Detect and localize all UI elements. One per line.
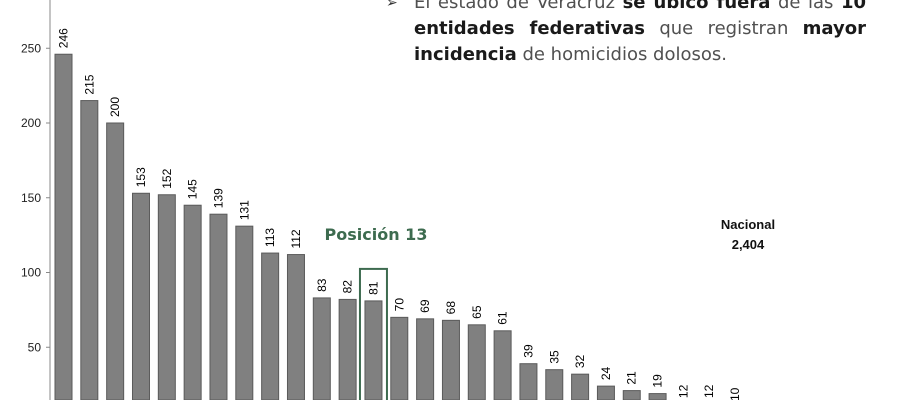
bar-value-label: 10: [728, 387, 742, 400]
bar-value-label: 83: [315, 278, 329, 292]
bar: [131, 192, 150, 400]
bullet-arrow-icon: ➢: [386, 0, 398, 11]
bar-value-label: 131: [237, 200, 251, 220]
bar-value-label: 24: [599, 366, 613, 380]
bar-value-label: 113: [263, 228, 277, 247]
callout-text: ➢ El estado de Veracruz se ubicó fuera d…: [386, 0, 866, 68]
bar-value-label: 69: [418, 299, 432, 313]
bar: [493, 330, 512, 400]
bar: [54, 53, 73, 400]
bar-value-label: 81: [366, 281, 380, 295]
bar: [416, 318, 435, 400]
bars: [54, 53, 667, 400]
y-tick-label: 50: [28, 340, 42, 354]
callout-line-1: El estado de Veracruz se ubicó fuera de …: [414, 0, 866, 13]
bar: [596, 385, 615, 400]
bar-value-label: 12: [676, 384, 690, 398]
bar: [157, 194, 176, 400]
callout-line-3: incidencia de homicidios dolosos.: [414, 44, 727, 65]
bar-value-label: 35: [547, 350, 561, 364]
bar: [106, 122, 125, 400]
bar: [261, 252, 280, 400]
bar-value-label: 139: [211, 188, 225, 208]
bar: [545, 369, 564, 400]
bar-value-label: 19: [651, 374, 665, 388]
y-tick-label: 100: [21, 266, 41, 280]
bar-value-label: 215: [82, 74, 96, 94]
bar: [183, 204, 202, 400]
bar-value-label: 39: [521, 344, 535, 358]
value-labels: 246 215 200 153 152 145 139 131 113 112 83 82 81 70 69…: [57, 28, 743, 400]
bar-value-label: 145: [186, 179, 200, 199]
bar: [80, 100, 99, 400]
bar-value-label: 32: [573, 354, 587, 368]
y-tick-label: 200: [21, 116, 41, 130]
highlight-label: Posición 13: [325, 225, 428, 244]
bar: [235, 225, 254, 400]
bar: [467, 324, 486, 400]
bar-value-label: 153: [134, 167, 148, 187]
bar: [390, 316, 409, 400]
bar-value-label: 68: [444, 301, 458, 315]
national-value: 2,404: [732, 237, 765, 252]
bar: [312, 297, 331, 400]
y-axis: 50 100 150 200 250: [21, 0, 51, 400]
bar-value-label: 152: [160, 168, 174, 188]
bar-value-label: 246: [57, 28, 71, 48]
bar: [519, 363, 538, 400]
bar-value-label: 200: [108, 97, 122, 117]
bar-value-label: 12: [702, 384, 716, 398]
bar-value-label: 82: [341, 280, 355, 294]
y-tick-label: 250: [21, 41, 41, 55]
bar: [364, 300, 383, 400]
bar: [286, 254, 305, 400]
bar: [571, 373, 590, 400]
callout-line-2: entidades federativas que registran mayo…: [414, 18, 866, 39]
highlight-box: [358, 267, 388, 400]
y-tick-label: 150: [21, 191, 41, 205]
bar: [441, 319, 460, 400]
bar-value-label: 112: [289, 229, 303, 248]
bar-value-label: 70: [392, 298, 406, 312]
bar: [209, 213, 228, 400]
bar: [622, 390, 641, 400]
bar: [648, 393, 667, 400]
bar-value-label: 21: [625, 371, 639, 385]
bar-value-label: 65: [470, 305, 484, 319]
bar-value-label: 61: [496, 311, 510, 325]
bar: [338, 298, 357, 400]
national-label: Nacional: [721, 217, 775, 232]
